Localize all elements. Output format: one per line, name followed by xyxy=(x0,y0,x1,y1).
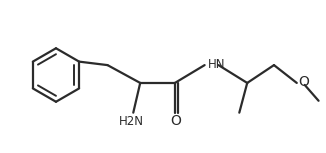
Text: O: O xyxy=(298,75,309,89)
Text: HN: HN xyxy=(208,58,225,71)
Text: H2N: H2N xyxy=(119,115,144,128)
Text: O: O xyxy=(170,114,181,128)
